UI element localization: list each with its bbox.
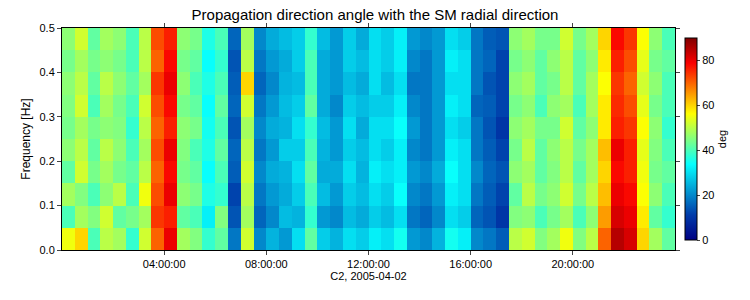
svg-text:40: 40 xyxy=(702,144,714,156)
svg-text:0.5: 0.5 xyxy=(40,22,55,34)
svg-text:Frequency [Hz]: Frequency [Hz] xyxy=(19,98,33,179)
svg-text:C2, 2005-04-02: C2, 2005-04-02 xyxy=(330,270,406,282)
svg-text:16:00:00: 16:00:00 xyxy=(449,258,492,270)
svg-text:Propagation direction angle wi: Propagation direction angle with the SM … xyxy=(192,6,559,23)
svg-text:0.0: 0.0 xyxy=(40,244,55,256)
svg-text:08:00:00: 08:00:00 xyxy=(245,258,288,270)
svg-text:20:00:00: 20:00:00 xyxy=(551,258,594,270)
svg-text:0.3: 0.3 xyxy=(40,111,55,123)
svg-text:60: 60 xyxy=(702,99,714,111)
svg-text:0: 0 xyxy=(702,234,708,246)
svg-text:0.1: 0.1 xyxy=(40,199,55,211)
svg-text:12:00:00: 12:00:00 xyxy=(347,258,390,270)
svg-text:04:00:00: 04:00:00 xyxy=(143,258,186,270)
svg-text:0.4: 0.4 xyxy=(40,66,55,78)
svg-text:20: 20 xyxy=(702,189,714,201)
svg-text:80: 80 xyxy=(702,54,714,66)
svg-text:0.2: 0.2 xyxy=(40,155,55,167)
svg-text:deg: deg xyxy=(716,130,728,148)
